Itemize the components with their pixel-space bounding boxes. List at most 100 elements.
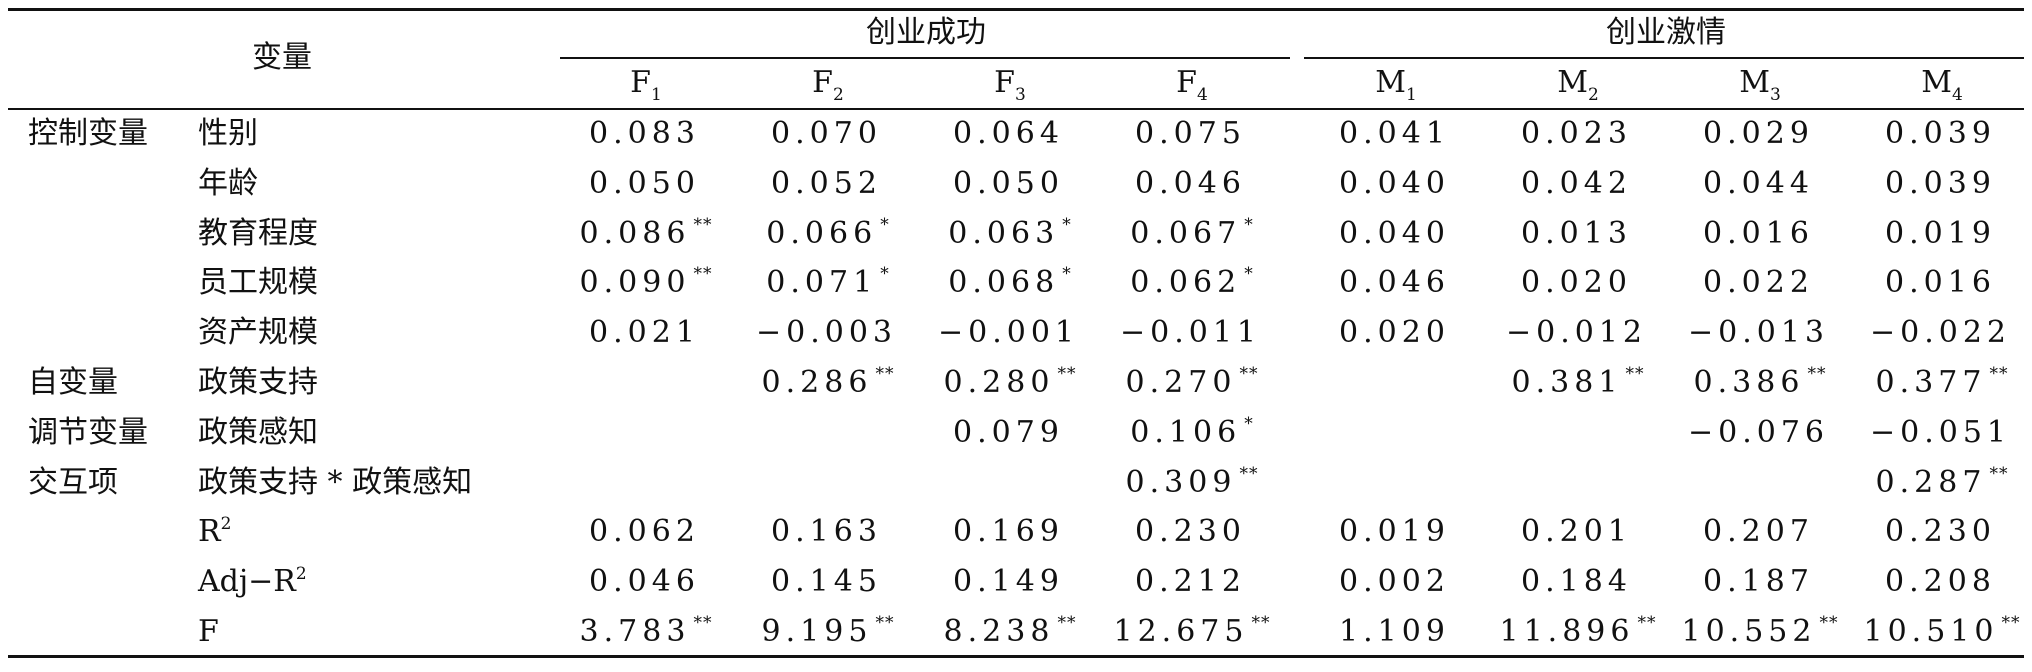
significance-mark: ** [1239, 364, 1259, 384]
table-cell: 0.286 ** [761, 364, 895, 400]
table-cell [1395, 363, 1398, 407]
significance-mark: ** [1239, 464, 1259, 484]
row-variable: R2 [198, 514, 232, 549]
table-cell: 0.050 [953, 166, 1064, 201]
significance-mark: ** [1807, 364, 1827, 384]
table-cell: 0.208 [1885, 564, 1996, 599]
table-cell: 0.071 * [766, 264, 890, 300]
table-cell: 0.386 ** [1693, 364, 1827, 400]
table-cell: 0.187 [1703, 564, 1814, 599]
table-cell: 0.052 [771, 166, 882, 201]
top-rule [8, 8, 2024, 11]
significance-mark: ** [1819, 613, 1839, 633]
table-cell: −0.012 [1505, 315, 1648, 350]
table-cell: 0.050 [589, 166, 700, 201]
table-cell: 0.022 [1703, 265, 1814, 300]
significance-mark: ** [1989, 464, 2009, 484]
table-cell: 0.040 [1339, 166, 1450, 201]
table-cell: 0.079 [953, 415, 1064, 450]
table-cell: 0.046 [1135, 166, 1246, 201]
table-cell: 0.064 [953, 116, 1064, 151]
table-cell: 0.309 ** [1125, 464, 1259, 500]
header-col-M1: M1 [1375, 65, 1417, 105]
table-cell: 0.066 * [766, 215, 890, 251]
group-rule-success [560, 57, 1290, 59]
significance-mark: ** [693, 215, 713, 235]
table-cell: 12.675 ** [1113, 613, 1271, 649]
table-cell: 0.020 [1339, 315, 1450, 350]
significance-mark: ** [693, 613, 713, 633]
table-cell: 0.075 [1135, 116, 1246, 151]
header-bottom-rule [8, 108, 2024, 110]
table-cell [645, 463, 648, 507]
table-cell: 0.019 [1339, 514, 1450, 549]
header-group-passion: 创业激情 [1606, 15, 1726, 50]
row-variable: 年龄 [198, 166, 258, 201]
table-cell: 0.212 [1135, 564, 1246, 599]
table-cell: 3.783 ** [579, 613, 713, 649]
row-category: 交互项 [28, 465, 118, 500]
row-variable: 员工规模 [198, 265, 318, 300]
header-col-F4: F4 [1176, 65, 1208, 105]
table-cell: 0.016 [1885, 265, 1996, 300]
table-cell [645, 413, 648, 457]
significance-mark: ** [1251, 613, 1271, 633]
table-cell: 0.046 [1339, 265, 1450, 300]
significance-mark: ** [1637, 613, 1657, 633]
table-cell [645, 363, 648, 407]
table-cell: −0.011 [1119, 315, 1262, 350]
table-cell: 0.063 * [948, 215, 1072, 251]
header-col-F3: F3 [994, 65, 1026, 105]
table-cell: 0.039 [1885, 116, 1996, 151]
significance-mark: ** [1057, 364, 1077, 384]
table-cell: 0.106 * [1130, 414, 1254, 450]
table-cell: −0.051 [1869, 415, 2012, 450]
table-cell: 0.377 ** [1875, 364, 2009, 400]
table-cell: 0.002 [1339, 564, 1450, 599]
table-cell: 0.083 [589, 116, 700, 151]
row-variable: 教育程度 [198, 216, 318, 251]
significance-mark: ** [693, 264, 713, 284]
header-col-M4: M4 [1921, 65, 1963, 105]
table-cell: 0.068 * [948, 264, 1072, 300]
table-cell: 0.062 * [1130, 264, 1254, 300]
table-cell: 0.207 [1703, 514, 1814, 549]
table-cell: 0.039 [1885, 166, 1996, 201]
table-cell [1009, 463, 1012, 507]
significance-mark: * [1062, 215, 1072, 235]
table-cell: 0.013 [1521, 216, 1632, 251]
significance-mark: * [1244, 414, 1254, 434]
table-cell: 0.270 ** [1125, 364, 1259, 400]
table-cell: −0.001 [937, 315, 1080, 350]
table-cell: 0.040 [1339, 216, 1450, 251]
significance-mark: * [1244, 264, 1254, 284]
significance-mark: * [880, 215, 890, 235]
header-col-F1: F1 [630, 65, 662, 105]
table-cell: 10.552 ** [1681, 613, 1839, 649]
significance-mark: ** [875, 613, 895, 633]
table-cell: −0.013 [1687, 315, 1830, 350]
row-variable: 资产规模 [198, 315, 318, 350]
table-cell: −0.076 [1687, 415, 1830, 450]
table-cell: 0.016 [1703, 216, 1814, 251]
table-cell: −0.022 [1869, 315, 2012, 350]
table-cell: 1.109 [1339, 614, 1450, 649]
header-variable: 变量 [252, 40, 312, 75]
row-variable: Adj−R2 [198, 564, 307, 599]
table-cell: 0.067 * [1130, 215, 1254, 251]
significance-mark: ** [1989, 364, 2009, 384]
header-group-success: 创业成功 [866, 15, 986, 50]
row-variable: 政策支持 * 政策感知 [198, 465, 473, 500]
table-cell: 0.230 [1885, 514, 1996, 549]
table-cell [1759, 463, 1762, 507]
table-cell: 0.230 [1135, 514, 1246, 549]
table-cell: 0.287 ** [1875, 464, 2009, 500]
table-cell: 9.195 ** [761, 613, 895, 649]
row-variable: 政策支持 [198, 365, 318, 400]
header-col-F2: F2 [812, 65, 844, 105]
significance-mark: ** [2001, 613, 2021, 633]
header-col-M2: M2 [1557, 65, 1599, 105]
table-cell: 0.184 [1521, 564, 1632, 599]
table-cell: 0.023 [1521, 116, 1632, 151]
table-cell: 0.019 [1885, 216, 1996, 251]
